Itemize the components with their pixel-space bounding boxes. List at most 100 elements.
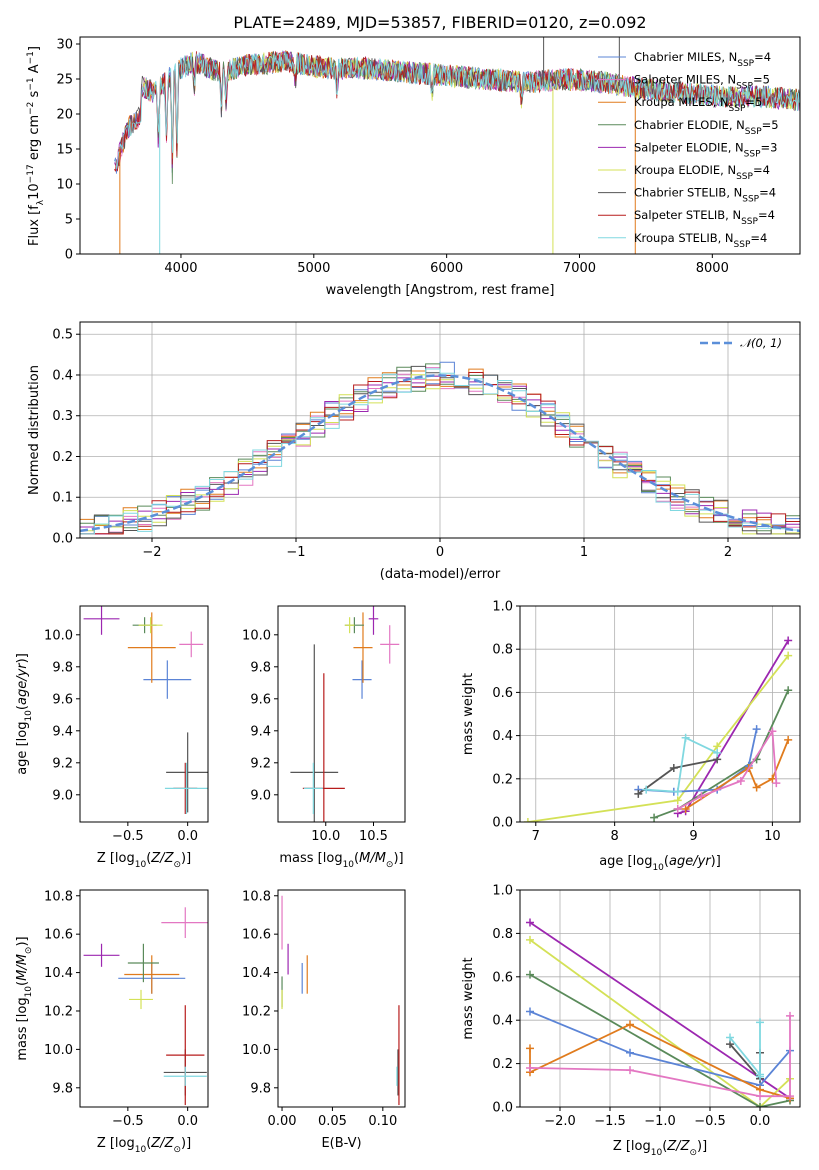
axes-massweight-vs-Z: −2.0 −1.5 −1.0 −0.5 0.0 0.0 0.2 0.4 0.6 0.8 1.0 [492,884,800,1129]
axes-mass-vs-EBV: 0.00 0.05 0.10 9.8 10.0 10.2 10.4 10.6 10.8 [242,889,397,1129]
y-tick-label: 0.8 [492,927,513,942]
y-tick-label: 9.6 [52,692,73,707]
series-marker [626,1066,634,1075]
series-marker [681,733,690,742]
label-part: A [27,64,42,77]
label-part: age [log [15,722,30,775]
label-part: Kroupa STELIB, N [634,231,734,245]
x-tick-label: 4000 [164,261,197,276]
legend-label: Salpeter ELODIE, NSSP=3 [634,140,777,159]
label-part: s [27,90,42,101]
xlabel-mass-vs-Z: Z [log10(Z/Z⊙)] [97,1136,191,1155]
y-tick-label: 0.0 [52,532,73,547]
series-marker [650,813,659,822]
label-part: )] [711,854,721,869]
y-tick-label: 10.2 [242,1004,271,1019]
y-tick-label: 0.4 [52,368,73,383]
label-part: −1 [26,51,36,64]
series-marker [768,727,777,736]
series-marker [626,1048,634,1057]
label-part: Chabrier STELIB, N [634,186,742,200]
errorbar-point-5 [344,617,355,634]
frame-age-vs-Z [79,605,209,823]
y-tick-label: 10.0 [242,1043,271,1058]
series-marker [634,789,643,798]
label-part: Chabrier ELODIE, N [634,118,745,132]
y-tick-label: 10.4 [44,966,73,981]
y-tick-label: 0.2 [492,772,513,787]
x-tick-label: 2 [724,545,732,560]
label-part: SSP [729,104,746,114]
errorbars-age-vs-mass [290,606,400,822]
label-part: Salpeter ELODIE, N [634,140,744,154]
ylabel-mass-vs-Z: mass [log10(M/M⊙)] [15,936,34,1060]
y-tick-label: 9.4 [52,724,73,739]
legend-label: Kroupa ELODIE, NSSP=4 [634,163,770,182]
label-part: 10 [24,986,34,998]
label-part: SSP [745,127,762,137]
axes-spectrum: 4000 5000 6000 7000 8000 0 5 10 15 20 25 30 [56,38,728,277]
series-marker [752,783,761,792]
y-tick-label: 10.2 [44,1004,73,1019]
errorbar-point-0 [352,660,372,699]
series-marker [526,935,534,944]
series-marker [752,725,761,734]
label-part: ⊙ [173,860,181,870]
axes-age-vs-Z: −0.5 0.0 9.0 9.2 9.4 9.6 9.8 10.0 [44,628,198,844]
spectrum-ylabel: Flux [fλ10−17 erg cm−2 s−1 A−1] [26,46,46,246]
x-tick-label: 0.0 [750,1114,771,1129]
label-part: E(B-V) [321,1136,361,1151]
errorbar-point-5 [138,617,163,634]
label-part: erg cm [27,115,42,164]
label-part: ⊙ [173,1145,181,1155]
series-line-2 [529,973,791,1107]
y-tick-label: 9.8 [250,1081,271,1096]
errorbar-point-8 [303,762,323,814]
series-marker [726,1033,734,1042]
x-tick-label: 8000 [696,261,729,276]
y-tick-label: 10.0 [44,1043,73,1058]
series-line-1 [527,655,789,822]
series-marker [526,918,534,927]
gaussian-curve [80,374,800,533]
y-tick-label: 1.0 [492,884,513,899]
label-part: 10 [652,863,664,873]
y-tick-label: 9.4 [250,724,271,739]
label-part: Z [log [97,851,135,866]
label-part: ] [27,46,42,51]
x-tick-label: −1 [286,545,305,560]
errorbar-point-8 [164,762,208,814]
errorbar-point-6 [166,732,208,813]
label-part: Salpeter MILES, N [634,73,736,87]
x-tick-label: −2 [142,545,161,560]
spectrum-title: PLATE=2489, MJD=53857, FIBERID=0120, z=0… [233,13,646,32]
x-tick-label: 10.5 [359,829,388,844]
series-marker [784,636,793,645]
errorbar-point-3 [127,943,159,983]
ylabel-age-vs-Z: age [log10(age/yr)] [15,653,34,775]
series-line-7 [729,1022,761,1078]
label-part: SSP [737,59,754,69]
label-part: ( [662,1139,667,1154]
xlabel-mass-vs-EBV: E(B-V) [321,1136,361,1151]
errorbar-point-6 [290,644,339,822]
x-tick-label: 5000 [297,261,330,276]
xlabel-age-vs-Z: Z [log10(Z/Z⊙)] [97,851,191,870]
series-line-3 [529,1010,791,1087]
series-marker [768,774,777,783]
plots-layer: 4000 5000 6000 7000 8000051015202530Chabrier… [15,36,801,1158]
series-marker [756,1072,764,1081]
label-part: Z/Z [150,851,174,866]
series-marker [673,805,682,814]
histogram-series-7 [80,372,800,535]
series-marker [784,686,793,695]
x-tick-label: −1.0 [644,1114,676,1129]
errorbar-point-0 [143,660,192,699]
errorbar-point-2 [124,955,180,994]
errorbar-point-2 [353,612,373,683]
y-tick-label: 0.6 [492,686,513,701]
x-tick-label: 7000 [563,261,596,276]
label-part: =5 [745,95,762,109]
label-part: M/M [15,954,30,981]
